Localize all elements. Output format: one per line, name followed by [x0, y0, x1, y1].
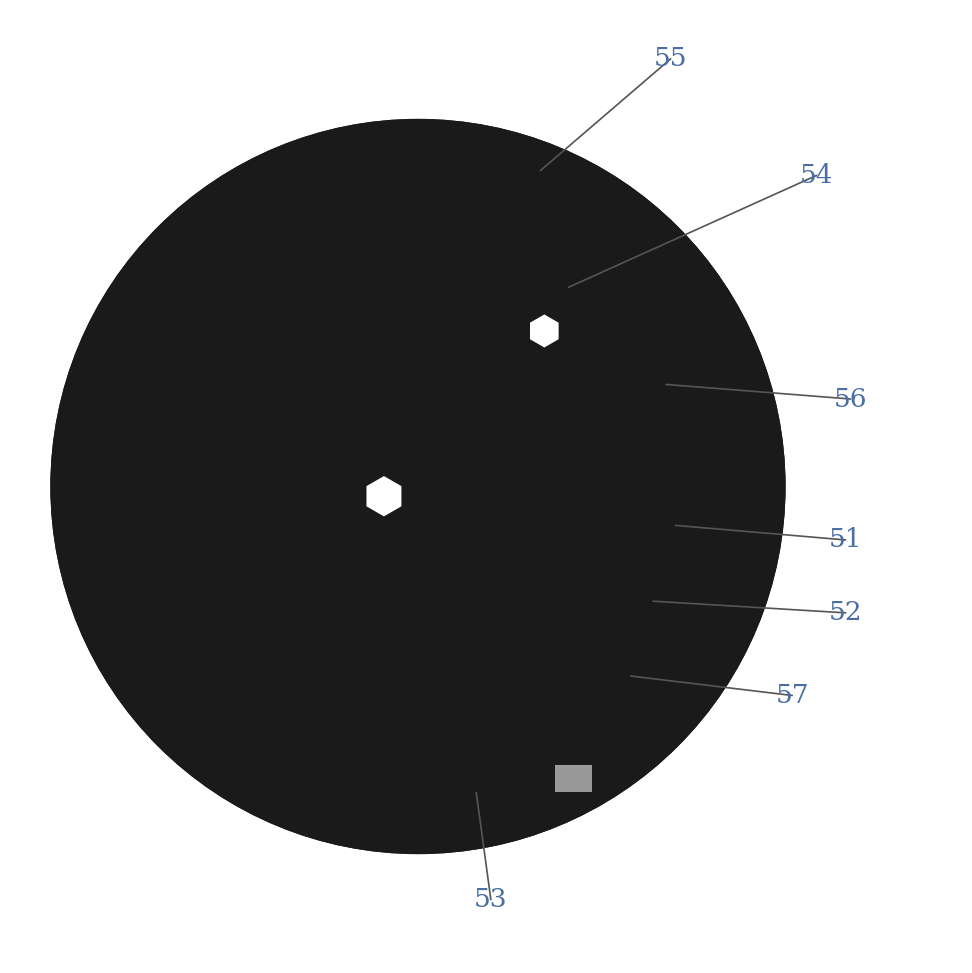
Text: 51: 51	[829, 527, 862, 553]
Circle shape	[316, 428, 452, 564]
Text: 53: 53	[474, 887, 507, 912]
Text: 52: 52	[829, 600, 862, 626]
Polygon shape	[365, 475, 402, 518]
Bar	[550, 761, 597, 796]
Text: 57: 57	[776, 683, 809, 708]
Text: 55: 55	[654, 47, 687, 71]
Bar	[555, 765, 592, 792]
Circle shape	[53, 122, 782, 851]
Text: 56: 56	[834, 386, 867, 412]
Circle shape	[486, 272, 603, 389]
Text: 54: 54	[800, 162, 833, 188]
Polygon shape	[529, 313, 560, 348]
Circle shape	[347, 459, 421, 533]
Circle shape	[156, 268, 612, 725]
Circle shape	[531, 317, 558, 344]
